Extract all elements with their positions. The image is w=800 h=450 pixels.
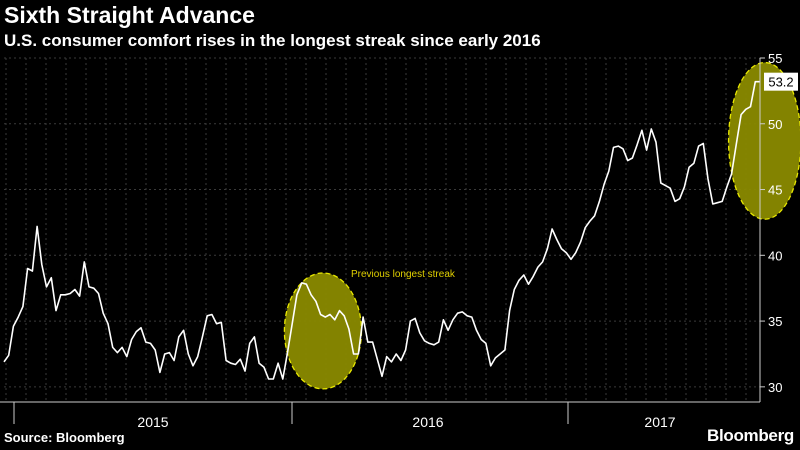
grid-lines [4,57,760,400]
x-tick-label: 2016 [412,414,443,430]
x-tick-label: 2017 [644,414,675,430]
annotation-label: Previous longest streak [351,269,456,280]
x-tick-label: 2015 [137,414,168,430]
y-tick-label: 35 [768,314,782,329]
highlight-ellipses [283,61,800,390]
y-tick-label: 55 [768,51,782,66]
last-value-box [764,72,798,91]
chart-subtitle: U.S. consumer comfort rises in the longe… [4,31,541,50]
series-line [3,80,760,380]
y-tick-label: 30 [768,380,782,395]
labels: 30 35 40 45 50 55 2015 2016 2017 Previous longest… [137,51,798,430]
y-tick-label: 45 [768,183,782,198]
y-tick-label: 40 [768,248,782,263]
last-value-label: 53.2 [768,75,793,90]
axes [0,57,765,424]
series-layer [3,80,760,380]
highlight-ellipse [727,61,800,220]
y-tick-label: 50 [768,117,782,132]
bloomberg-logo: Bloomberg [706,426,794,445]
source-note: Source: Bloomberg [4,430,125,445]
chart-title: Sixth Straight Advance [4,2,255,28]
